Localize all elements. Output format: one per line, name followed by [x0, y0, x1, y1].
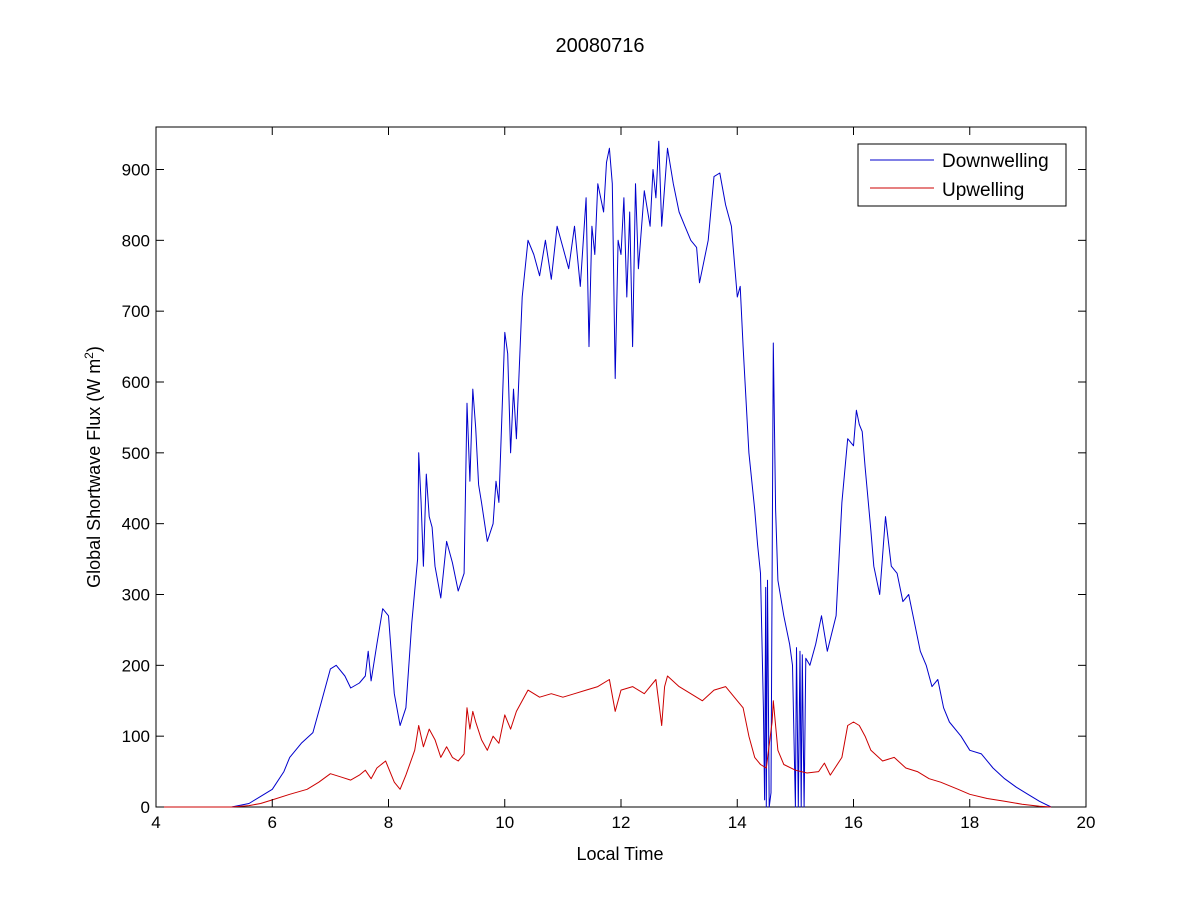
y-tick-label: 800 — [122, 231, 150, 250]
y-tick-label: 400 — [122, 515, 150, 534]
x-tick-label: 20 — [1077, 813, 1096, 832]
x-axis: 4 6 8 10 12 14 16 18 20 — [151, 127, 1095, 832]
y-tick-label: 0 — [141, 798, 150, 817]
x-tick-label: 10 — [495, 813, 514, 832]
y-tick-label: 600 — [122, 373, 150, 392]
y-axis-label-sup: 2 — [82, 352, 96, 359]
x-tick-label: 8 — [384, 813, 393, 832]
legend-label-downwelling: Downwelling — [942, 151, 1049, 172]
y-tick-label: 200 — [122, 656, 150, 675]
series-line-downwelling — [156, 140, 1052, 808]
y-axis-label-main: Global Shortwave Flux (W m — [84, 359, 104, 588]
chart-title: 20080716 — [556, 35, 645, 57]
y-tick-label: 100 — [122, 727, 150, 746]
legend-label-upwelling: Upwelling — [942, 180, 1024, 201]
y-tick-label: 500 — [122, 444, 150, 463]
x-tick-label: 4 — [151, 813, 160, 832]
y-axis-label-suffix: ) — [84, 346, 104, 352]
y-tick-label: 300 — [122, 586, 150, 605]
x-tick-label: 16 — [844, 813, 863, 832]
series-line-upwelling — [156, 675, 1052, 808]
y-tick-label: 700 — [122, 302, 150, 321]
plot-area — [155, 126, 1087, 808]
y-axis: 0 100 200 300 400 500 600 700 800 900 — [122, 161, 1086, 817]
x-tick-label: 14 — [728, 813, 747, 832]
x-tick-label: 12 — [612, 813, 631, 832]
y-tick-label: 900 — [122, 161, 150, 180]
x-tick-label: 18 — [960, 813, 979, 832]
x-tick-label: 6 — [268, 813, 277, 832]
series-layer — [156, 140, 1052, 808]
x-axis-label: Local Time — [576, 844, 663, 864]
y-axis-label: Global Shortwave Flux (W m2) — [82, 346, 104, 588]
legend: Downwelling Upwelling — [857, 143, 1067, 207]
